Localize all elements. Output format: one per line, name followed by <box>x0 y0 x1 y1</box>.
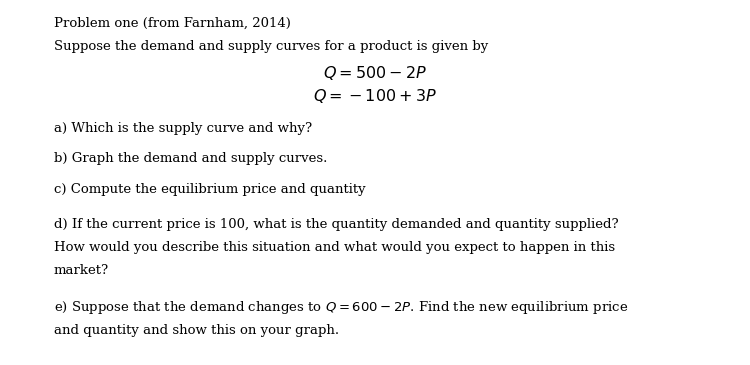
Text: $Q = -100 + 3P$: $Q = -100 + 3P$ <box>313 87 437 105</box>
Text: a) Which is the supply curve and why?: a) Which is the supply curve and why? <box>54 122 312 135</box>
Text: Suppose the demand and supply curves for a product is given by: Suppose the demand and supply curves for… <box>54 40 488 53</box>
Text: b) Graph the demand and supply curves.: b) Graph the demand and supply curves. <box>54 152 327 165</box>
Text: Problem one (from Farnham, 2014): Problem one (from Farnham, 2014) <box>54 17 291 30</box>
Text: market?: market? <box>54 264 110 277</box>
Text: d) If the current price is 100, what is the quantity demanded and quantity suppl: d) If the current price is 100, what is … <box>54 218 619 231</box>
Text: $Q = 500 - 2P$: $Q = 500 - 2P$ <box>323 64 427 82</box>
Text: c) Compute the equilibrium price and quantity: c) Compute the equilibrium price and qua… <box>54 182 366 196</box>
Text: e) Suppose that the demand changes to $Q = 600 - 2P$. Find the new equilibrium p: e) Suppose that the demand changes to $Q… <box>54 299 628 316</box>
Text: How would you describe this situation and what would you expect to happen in thi: How would you describe this situation an… <box>54 241 615 254</box>
Text: and quantity and show this on your graph.: and quantity and show this on your graph… <box>54 324 339 337</box>
